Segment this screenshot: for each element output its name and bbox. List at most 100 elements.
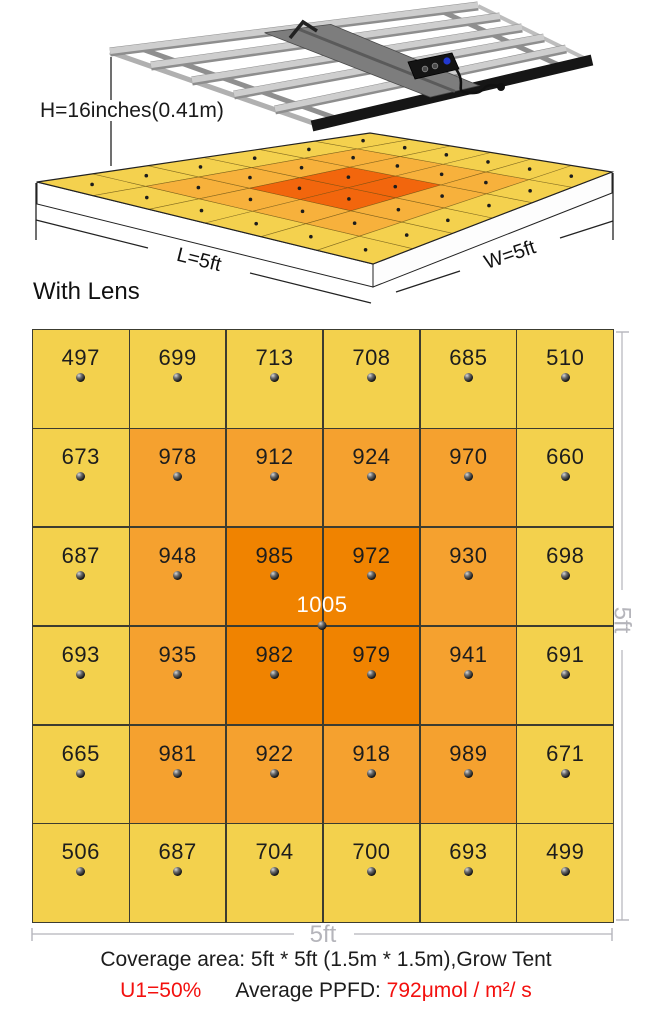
- cell-value: 685: [449, 345, 488, 370]
- measurement-dot: [366, 471, 376, 481]
- measurement-dot: [76, 570, 86, 580]
- ppfd-summary-caption: U1=50% Average PPFD: 792μmol / m²/ s: [0, 979, 652, 1003]
- measurement-dot: [270, 471, 280, 481]
- grid-cell: 699: [129, 330, 226, 428]
- cell-value: 704: [255, 839, 294, 865]
- blue-connector: [443, 57, 451, 65]
- center-value-text: 1005: [296, 592, 348, 617]
- measurement-dot: [560, 669, 570, 679]
- floor-dot: [393, 184, 398, 189]
- floor-dot: [299, 165, 304, 170]
- floor-dot: [351, 155, 355, 160]
- cell-value: 922: [255, 740, 294, 766]
- hanging-bracket: [288, 19, 318, 40]
- grid-cell: 972: [323, 527, 420, 626]
- bottom-dim-label: 5ft: [310, 921, 337, 948]
- grid-cell: 713: [226, 330, 323, 428]
- power-cord: [454, 68, 499, 95]
- center-peak-value: 1005: [297, 592, 348, 630]
- measurement-dot: [463, 768, 473, 778]
- grid-cell: 948: [129, 527, 226, 626]
- grid-cell: 924: [323, 428, 420, 527]
- grid-cell: 700: [323, 824, 420, 922]
- floor-dot: [487, 203, 491, 208]
- floor-dot: [439, 172, 444, 177]
- cell-value: 691: [546, 641, 585, 667]
- measurement-dot: [76, 471, 86, 481]
- grid-cell: 671: [517, 725, 613, 824]
- grid-cell: 510: [517, 330, 613, 428]
- measurement-dot: [463, 373, 473, 382]
- measurement-dot: [366, 768, 376, 778]
- cell-value: 930: [449, 542, 488, 568]
- footer: Coverage area: 5ft * 5ft (1.5m * 1.5m),G…: [0, 948, 652, 1003]
- cell-value: 693: [61, 641, 100, 667]
- grid-cell: 687: [129, 824, 226, 922]
- floor-dot: [527, 167, 532, 171]
- cell-value: 981: [158, 740, 197, 766]
- measurement-dot: [463, 669, 473, 679]
- floor-dot: [402, 145, 407, 150]
- measurement-dot: [270, 768, 280, 778]
- floor-dot: [396, 207, 401, 212]
- floor-dot: [404, 233, 409, 237]
- grid-cell: 978: [129, 428, 226, 527]
- measurement-dot: [76, 867, 86, 877]
- cord-plug: [497, 83, 505, 91]
- coverage-caption: Coverage area: 5ft * 5ft (1.5m * 1.5m),G…: [100, 948, 552, 971]
- measurement-dot: [173, 373, 183, 382]
- port: [431, 62, 439, 70]
- floor-dot: [361, 138, 365, 143]
- measurement-dot: [270, 867, 280, 877]
- floor-dot: [297, 186, 302, 191]
- grid-cell: 930: [420, 527, 517, 626]
- measurement-dot: [463, 570, 473, 580]
- cell-value: 924: [352, 443, 391, 469]
- grid-cell: 982: [226, 626, 323, 725]
- floor-dot: [254, 221, 258, 226]
- cell-value: 941: [449, 641, 488, 667]
- cell-value: 671: [546, 740, 585, 766]
- floor-outline: [36, 132, 615, 265]
- grid-cell: 708: [323, 330, 420, 428]
- grid-cell: 912: [226, 428, 323, 527]
- average-ppfd-value: 792μmol / m²/ s: [386, 979, 532, 1002]
- cell-value: 935: [158, 641, 197, 667]
- grid-cell: 691: [517, 626, 613, 725]
- grid-cell: 981: [129, 725, 226, 824]
- front-black-bar: [310, 54, 594, 132]
- measurement-dot: [560, 373, 570, 382]
- cell-value: 970: [449, 443, 488, 469]
- floor-dot: [347, 197, 351, 201]
- floor-dot: [248, 175, 252, 180]
- floor-dot: [199, 208, 204, 213]
- grid-cell: 985: [226, 527, 323, 626]
- measurement-dot: [560, 867, 570, 877]
- floor-dot: [90, 182, 94, 187]
- cell-value: 918: [352, 740, 391, 766]
- measurement-dot: [366, 669, 376, 679]
- cell-value: 700: [352, 839, 391, 865]
- cell-value: 708: [352, 345, 391, 370]
- cell-value: 985: [255, 542, 294, 568]
- grid-cell: 497: [33, 330, 129, 428]
- measurement-dot: [173, 867, 183, 877]
- uniformity-value: U1=50%: [120, 979, 202, 1002]
- cell-value: 698: [546, 542, 585, 568]
- measurement-dot: [270, 669, 280, 679]
- cell-value: 982: [255, 641, 294, 667]
- measurement-dot: [463, 471, 473, 481]
- grid-cell: 941: [420, 626, 517, 725]
- grid-cell: 506: [33, 824, 129, 922]
- grid-cell: 685: [420, 330, 517, 428]
- measurement-dot: [76, 669, 86, 679]
- measurement-dot: [76, 768, 86, 778]
- floor-dot: [569, 174, 574, 178]
- cell-value: 693: [449, 839, 488, 865]
- grid-cell: 704: [226, 824, 323, 922]
- port: [421, 65, 429, 73]
- measurement-dot: [173, 768, 183, 778]
- grid-cell: 499: [517, 824, 613, 922]
- cell-value: 673: [61, 443, 100, 469]
